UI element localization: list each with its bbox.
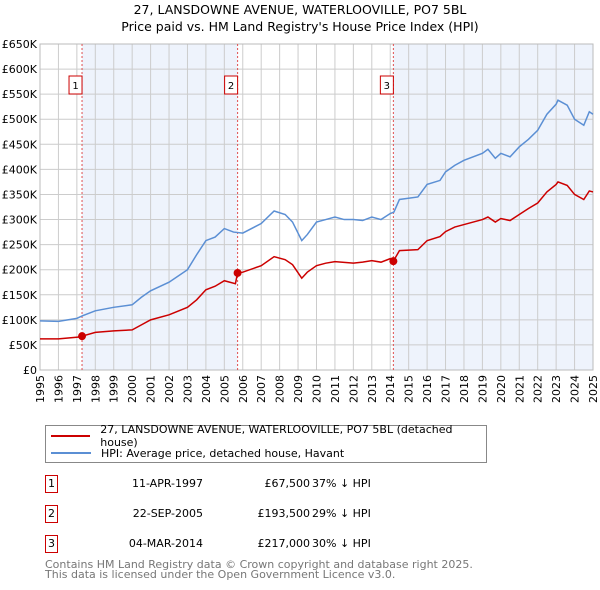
sale-point [389,257,398,266]
y-tick-label: £300K [2,214,38,227]
sale-row: 1 11-APR-1997 £67,500 37% ↓ HPI [45,475,465,493]
sale-hpi: 29% ↓ HPI [312,507,371,520]
sale-price: £67,500 [264,477,311,490]
sale-label-number: 1 [72,81,78,92]
x-tick-label: 2000 [126,375,139,403]
x-tick-label: 1997 [71,375,84,403]
x-tick-label: 2010 [311,375,324,403]
sale-point [78,332,87,341]
x-tick-label: 2004 [200,375,213,403]
shaded-period [393,44,593,370]
x-tick-label: 2023 [550,375,563,403]
sale-hpi: 37% ↓ HPI [312,477,371,490]
sale-label-box [68,75,83,95]
x-tick-label: 2005 [218,375,231,403]
y-tick-label: £350K [2,188,38,201]
x-tick-label: 2011 [329,375,342,403]
sale-label-number: 3 [384,81,390,92]
x-tick-label: 1999 [108,375,121,403]
sale-label-box [224,75,239,95]
x-tick-label: 1998 [89,375,102,403]
sale-date: 22-SEP-2005 [132,507,203,520]
x-tick-label: 2012 [347,375,360,403]
sale-marker-1: 1 [45,475,58,493]
y-tick-label: £200K [2,264,38,277]
y-tick-label: £100K [2,314,38,327]
plot-border [39,43,594,371]
sale-marker-2: 2 [45,505,58,523]
x-tick-label: 2025 [587,375,600,403]
sale-price: £193,500 [257,507,311,520]
y-tick-label: £150K [2,289,38,302]
sale-price: £217,000 [257,537,311,550]
y-tick-label: £650K [2,38,38,51]
y-tick-label: £250K [2,239,38,252]
sale-label-number: 2 [228,81,234,92]
sale-date: 04-MAR-2014 [128,537,203,550]
y-tick-label: £600K [2,63,38,76]
footer-licence: This data is licensed under the Open Gov… [45,568,396,581]
x-tick-label: 2016 [421,375,434,403]
x-tick-label: 2024 [569,375,582,403]
y-tick-label: £550K [2,88,38,101]
legend-label-property: 27, LANSDOWNE AVENUE, WATERLOOVILLE, PO7… [100,423,453,449]
hpi-line [39,99,594,323]
price-chart: 1995 1996 1997 1998 1999 2000 2001 2002 2003 2004… [2,38,600,403]
sale-date: 11-APR-1997 [131,477,203,490]
x-tick-label: 2003 [181,375,194,403]
x-tick-label: 2022 [532,375,545,403]
legend-red-line [51,435,91,437]
x-tick-label: 2020 [495,375,508,403]
sale-hpi: 30% ↓ HPI [312,537,371,550]
chart-subtitle: Price paid vs. HM Land Registry's House … [121,19,479,34]
sale-row: 3 04-MAR-2014 £217,000 30% ↓ HPI [45,535,465,553]
x-tick-label: 2015 [403,375,416,403]
sale-marker-3: 3 [45,535,58,553]
sale-label-box [379,75,394,95]
y-tick-label: £450K [2,138,38,151]
legend-label-hpi: HPI: Average price, detached house, Hava… [101,446,345,460]
x-tick-label: 2014 [384,375,397,403]
x-tick-label: 2007 [255,375,268,403]
footer: Contains HM Land Registry data © Crown c… [45,558,473,581]
x-tick-label: 1996 [52,375,65,403]
x-tick-label: 1995 [34,375,47,403]
x-tick-label: 2018 [458,375,471,403]
x-tick-label: 2013 [366,375,379,403]
x-tick-label: 2017 [440,375,453,403]
x-tick-label: 2001 [145,375,158,403]
y-tick-label: £50K [9,339,38,352]
y-tick-label: £500K [2,113,38,126]
sale-point [233,268,242,277]
x-tick-label: 2009 [292,375,305,403]
x-tick-label: 2002 [163,375,176,403]
x-tick-label: 2021 [513,375,526,403]
chart-title: 27, LANSDOWNE AVENUE, WATERLOOVILLE, PO7… [133,2,467,17]
legend: 27, LANSDOWNE AVENUE, WATERLOOVILLE, PO7… [45,423,487,463]
property-price-line [40,181,594,340]
y-tick-label: £0 [23,364,37,377]
x-tick-label: 2008 [274,375,287,403]
x-tick-label: 2006 [237,375,250,403]
x-tick-label: 2019 [476,375,489,403]
sale-row: 2 22-SEP-2005 £193,500 29% ↓ HPI [45,505,465,523]
legend-blue-line [51,452,91,454]
shaded-period [82,44,238,370]
footer-copyright: Contains HM Land Registry data © Crown c… [45,558,473,571]
y-tick-label: £400K [2,163,38,176]
